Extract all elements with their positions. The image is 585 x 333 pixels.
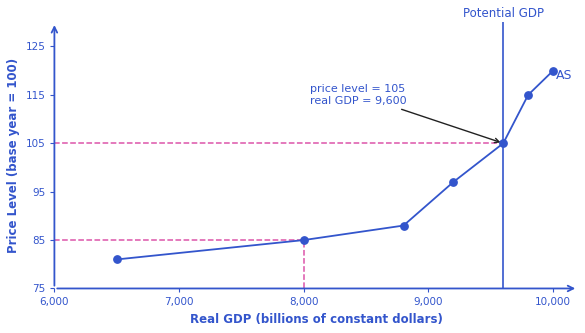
Point xyxy=(549,68,558,73)
Y-axis label: Price Level (base year = 100): Price Level (base year = 100) xyxy=(7,58,20,253)
Point xyxy=(498,141,508,146)
Point xyxy=(112,257,122,262)
Point xyxy=(399,223,408,228)
Text: AS: AS xyxy=(556,69,572,82)
X-axis label: Real GDP (billions of constant dollars): Real GDP (billions of constant dollars) xyxy=(190,313,443,326)
Text: Potential GDP: Potential GDP xyxy=(463,7,543,20)
Point xyxy=(449,179,458,185)
Point xyxy=(524,92,533,98)
Point xyxy=(299,237,308,243)
Text: price level = 105
real GDP = 9,600: price level = 105 real GDP = 9,600 xyxy=(310,84,499,143)
